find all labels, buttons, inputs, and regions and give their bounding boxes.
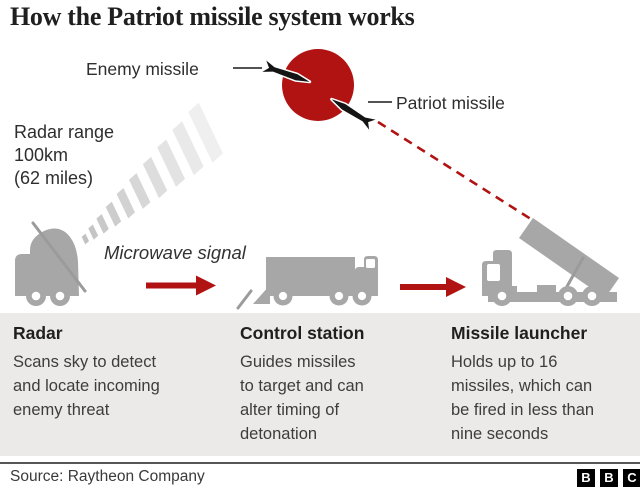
patriot-missile-label: Patriot missile [396,93,505,113]
page-title: How the Patriot missile system works [10,2,415,31]
radar-range-label: Radar range 100km (62 miles) [14,122,115,188]
source-attribution: Source: Raytheon Company [10,468,205,485]
flow-arrow-radar-to-control [146,275,216,296]
flow-arrow-control-to-launcher [400,277,466,297]
radar-column-body: Scans sky to detect and locate incoming … [13,353,160,419]
missile-launcher-column-body: Holds up to 16 missiles, which can be fi… [451,353,595,443]
missile-launcher-column-heading: Missile launcher [451,323,588,343]
patriot-missile-icon [330,97,378,132]
bbc-logo-block-b2: B [600,469,618,487]
radar-truck-icon [15,221,87,306]
radar-column-heading: Radar [13,323,63,343]
control-station-column-heading: Control station [240,323,365,343]
enemy-missile-icon [260,59,312,84]
radar-beam-icon [81,102,223,245]
bbc-logo-block-b1: B [577,469,595,487]
missile-launcher-column: Missile launcher Holds up to 16 missiles… [451,323,636,446]
info-panel: Radar Scans sky to detect and locate inc… [0,313,640,456]
missile-launcher-truck-icon [482,218,619,306]
radar-column: Radar Scans sky to detect and locate inc… [13,323,218,422]
footer-divider [0,462,640,464]
bbc-logo-block-c: C [623,469,640,487]
microwave-signal-label: Microwave signal [104,242,246,263]
missile-trajectory-line [377,120,535,223]
control-station-column: Control station Guides missiles to targe… [240,323,425,446]
enemy-missile-label: Enemy missile [86,59,199,79]
control-station-column-body: Guides missiles to target and can alter … [240,353,364,443]
bbc-logo: B B C [577,469,640,487]
control-station-truck-icon [236,256,378,310]
